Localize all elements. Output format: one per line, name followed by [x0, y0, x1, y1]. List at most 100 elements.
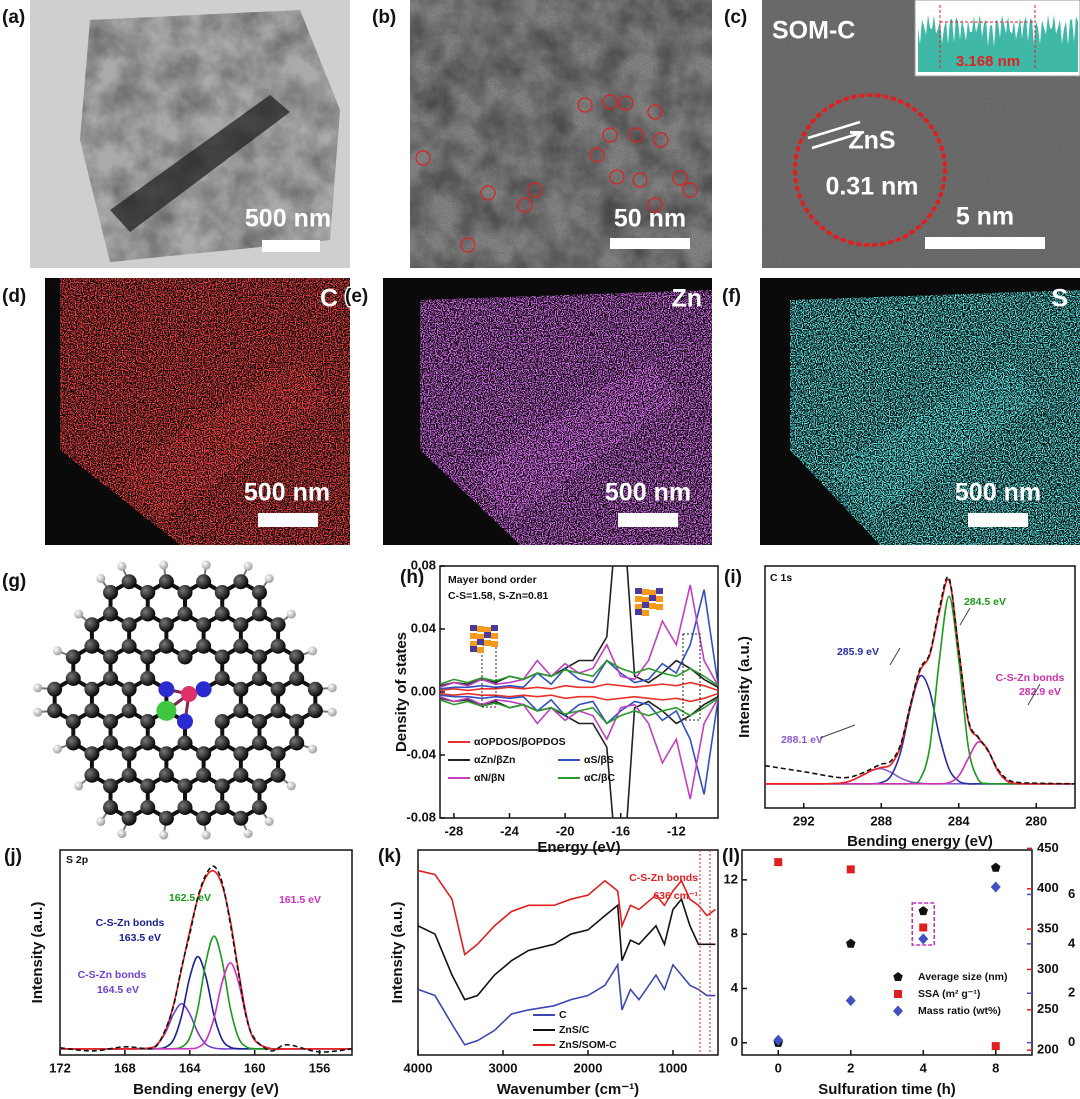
y-tick-label: -0.08	[406, 809, 436, 824]
data-point	[990, 881, 1001, 893]
atom	[158, 767, 174, 783]
atom	[214, 649, 230, 665]
element-signal-rod	[120, 360, 330, 520]
atom	[251, 714, 267, 729]
chart: (l) Sulfuration time (h) 0 2 4 8 0 4 8 12 200 250 30…	[722, 840, 1076, 1098]
atom	[65, 649, 81, 665]
series-line	[60, 869, 352, 1051]
x-tick-label: 164	[179, 1060, 201, 1075]
atom	[65, 735, 81, 751]
h-atom	[74, 609, 84, 619]
atom	[233, 703, 249, 719]
orbital-icon	[635, 588, 642, 594]
atom	[121, 810, 137, 826]
highlight-box	[481, 644, 497, 708]
atom	[233, 810, 249, 826]
atom	[196, 746, 212, 762]
scale-text: 500 nm	[605, 479, 691, 507]
y-tick-label: 450	[1037, 840, 1059, 855]
series-line-beta	[440, 692, 718, 703]
orbital-icon	[477, 626, 484, 632]
h-atom	[159, 560, 169, 570]
atom	[103, 714, 119, 729]
atom	[140, 585, 156, 600]
panel-label: (j)	[4, 846, 22, 867]
panel-label: (l)	[722, 846, 740, 867]
lattice-line	[811, 130, 865, 150]
x-tick-label: -28	[445, 823, 464, 838]
x-tick-label: 8	[992, 1060, 999, 1075]
panel-label: (g)	[2, 571, 26, 592]
series-line	[440, 681, 718, 692]
y-axis-label: Intensity (a.u.)	[389, 902, 406, 1004]
annotation: 285.9 eV	[837, 646, 879, 658]
atom	[214, 606, 230, 622]
scale-bar	[262, 240, 320, 252]
orbital-icon	[656, 596, 663, 602]
y-tick-label: 0	[731, 1034, 738, 1049]
plot-frame	[59, 849, 353, 1056]
data-point	[919, 923, 928, 932]
atom	[84, 617, 100, 633]
x-tick-label: 168	[114, 1060, 136, 1075]
element-text: Zn	[671, 285, 702, 313]
y-tick-label: 0.08	[411, 557, 436, 572]
atom	[270, 767, 286, 783]
zn-atom	[181, 686, 197, 702]
h-atom	[264, 816, 274, 826]
data-point	[773, 1034, 784, 1046]
data-point	[991, 1042, 1000, 1051]
orbital-icon	[484, 632, 491, 638]
chart: (k) Wavenumber (cm⁻¹) Intensity (a.u.) 4000…	[378, 846, 719, 1098]
atom	[196, 574, 212, 590]
annotation: C-S-Zn bonds	[78, 969, 147, 981]
atom	[103, 671, 119, 686]
atom	[65, 714, 81, 729]
atom	[289, 714, 305, 729]
y-tick-label: 4	[1068, 935, 1076, 950]
orbital-icon	[477, 634, 484, 640]
h-atom	[243, 829, 253, 839]
chart-title: S 2p	[66, 854, 88, 866]
atom	[251, 800, 267, 815]
panel-label: (d)	[2, 286, 26, 307]
series-line	[418, 962, 716, 1046]
y-tick-label: 0.00	[411, 683, 436, 698]
annotation: 284.5 eV	[964, 596, 1006, 608]
particle-circle	[618, 95, 634, 111]
orbital-icon	[470, 641, 477, 647]
atom	[158, 681, 175, 698]
legend-label: SSA (m² g⁻¹)	[918, 988, 980, 1000]
x-tick-label: 2000	[574, 1060, 603, 1075]
atom	[177, 649, 193, 665]
y-tick-label: 2	[1068, 985, 1075, 1000]
particle-circle	[460, 237, 476, 253]
orbital-icon	[642, 589, 649, 595]
scale-bar	[968, 513, 1028, 527]
atom	[47, 703, 63, 719]
atom	[84, 767, 100, 783]
particle-circle	[602, 127, 618, 143]
atom	[103, 735, 119, 751]
particle-circle	[682, 182, 698, 198]
particle-circle	[577, 97, 593, 113]
x-axis-label: Wavenumber (cm⁻¹)	[497, 1081, 639, 1098]
x-tick-label: 172	[49, 1060, 71, 1075]
atom	[177, 778, 193, 794]
atom	[103, 800, 119, 815]
x-tick-label: 156	[309, 1060, 331, 1075]
orbital-icon	[635, 604, 642, 610]
atom	[195, 681, 212, 698]
h-atom	[264, 574, 274, 584]
atom	[140, 735, 156, 751]
data-point	[845, 938, 856, 948]
atom	[233, 574, 249, 590]
series-line	[60, 865, 352, 1053]
atom	[251, 778, 267, 794]
y-axis-label: Intensity (a.u.)	[736, 636, 753, 738]
particle-circle	[632, 172, 648, 188]
atom	[233, 681, 249, 697]
atom	[233, 638, 249, 654]
h-atom	[243, 561, 253, 571]
panel-label: (h)	[400, 567, 424, 588]
